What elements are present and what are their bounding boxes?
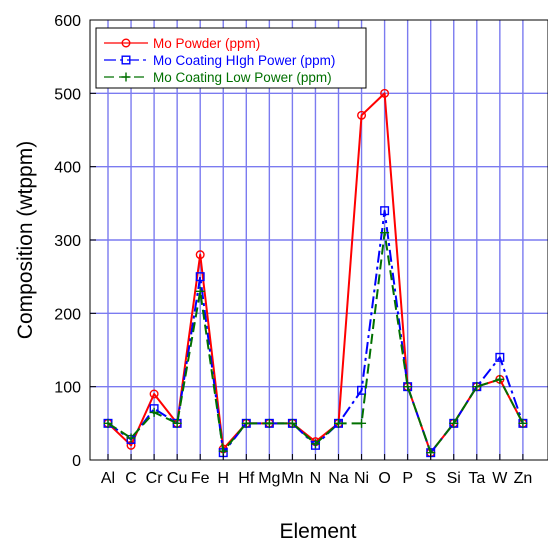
data-point <box>195 272 205 282</box>
data-point <box>380 206 390 216</box>
data-point <box>241 418 251 428</box>
x-tick-label: W <box>492 470 508 487</box>
x-tick-label: Al <box>101 470 115 487</box>
y-tick-label: 0 <box>72 453 81 470</box>
data-point <box>149 389 159 399</box>
series-layer <box>103 88 528 458</box>
data-point <box>495 374 505 384</box>
legend-marker <box>121 55 131 65</box>
x-tick-label: P <box>402 470 413 487</box>
y-axis-label: Composition (wtppm) <box>14 141 37 339</box>
x-tick-label: Fe <box>191 470 210 487</box>
data-point <box>472 382 482 392</box>
data-point <box>172 418 182 428</box>
x-tick-label: O <box>378 470 390 487</box>
legend: Mo Powder (ppm) Mo Coating HIgh Power (pp… <box>95 27 367 89</box>
data-point <box>334 418 343 428</box>
y-tick-label: 200 <box>54 306 81 323</box>
grid-lines <box>90 20 548 460</box>
data-point <box>103 418 113 428</box>
legend-box <box>95 27 367 89</box>
legend-marker <box>121 38 131 48</box>
y-tick-label: 100 <box>54 380 81 397</box>
data-point <box>126 433 136 443</box>
data-point <box>357 418 367 428</box>
x-tick-label: S <box>425 470 436 487</box>
x-tick-label: Mg <box>258 470 280 487</box>
data-point <box>357 110 367 120</box>
x-tick-label: Hf <box>238 470 255 487</box>
y-tick-label: 300 <box>54 233 81 250</box>
x-tick-label: Na <box>328 470 349 487</box>
y-tick-label: 600 <box>54 13 81 30</box>
data-point <box>380 88 390 98</box>
data-point <box>403 382 413 392</box>
x-tick-label: H <box>217 470 229 487</box>
x-tick-label: Cu <box>167 470 187 487</box>
data-point <box>149 407 159 417</box>
y-axis-ticks: 0 100 200 300 400 500 600 <box>54 13 96 470</box>
data-point <box>357 385 367 395</box>
x-tick-label: Si <box>447 470 461 487</box>
legend-marker <box>121 72 131 82</box>
data-point <box>310 439 320 449</box>
legend-entry: Mo Coating Low Power (ppm) <box>104 70 332 85</box>
x-axis-ticks: Al C Cr Cu Fe H Hf Mg Mn N Na Ni O P S Si Ta W Zn <box>101 454 532 487</box>
y-tick-label: 400 <box>54 160 81 177</box>
legend-label: Mo Powder (ppm) <box>153 36 260 51</box>
data-point <box>195 250 205 260</box>
data-point <box>449 418 459 428</box>
legend-entry: Mo Coating HIgh Power (ppm) <box>104 53 335 68</box>
legend-label: Mo Coating HIgh Power (ppm) <box>153 53 335 68</box>
x-tick-label: Zn <box>514 470 533 487</box>
data-point <box>264 418 274 428</box>
x-axis-label: Element <box>279 520 356 543</box>
data-point <box>518 418 528 428</box>
x-tick-label: N <box>310 470 322 487</box>
x-tick-label: Ta <box>468 470 485 487</box>
data-point <box>287 418 297 428</box>
x-tick-label: C <box>125 470 137 487</box>
x-tick-label: Mn <box>281 470 303 487</box>
x-tick-label: Cr <box>146 470 164 487</box>
data-point <box>380 228 390 238</box>
data-point <box>195 286 205 296</box>
y-tick-label: 500 <box>54 86 81 103</box>
x-tick-label: Ni <box>354 470 369 487</box>
legend-entry: Mo Powder (ppm) <box>104 36 260 51</box>
data-point <box>495 352 505 362</box>
legend-label: Mo Coating Low Power (ppm) <box>153 70 332 85</box>
